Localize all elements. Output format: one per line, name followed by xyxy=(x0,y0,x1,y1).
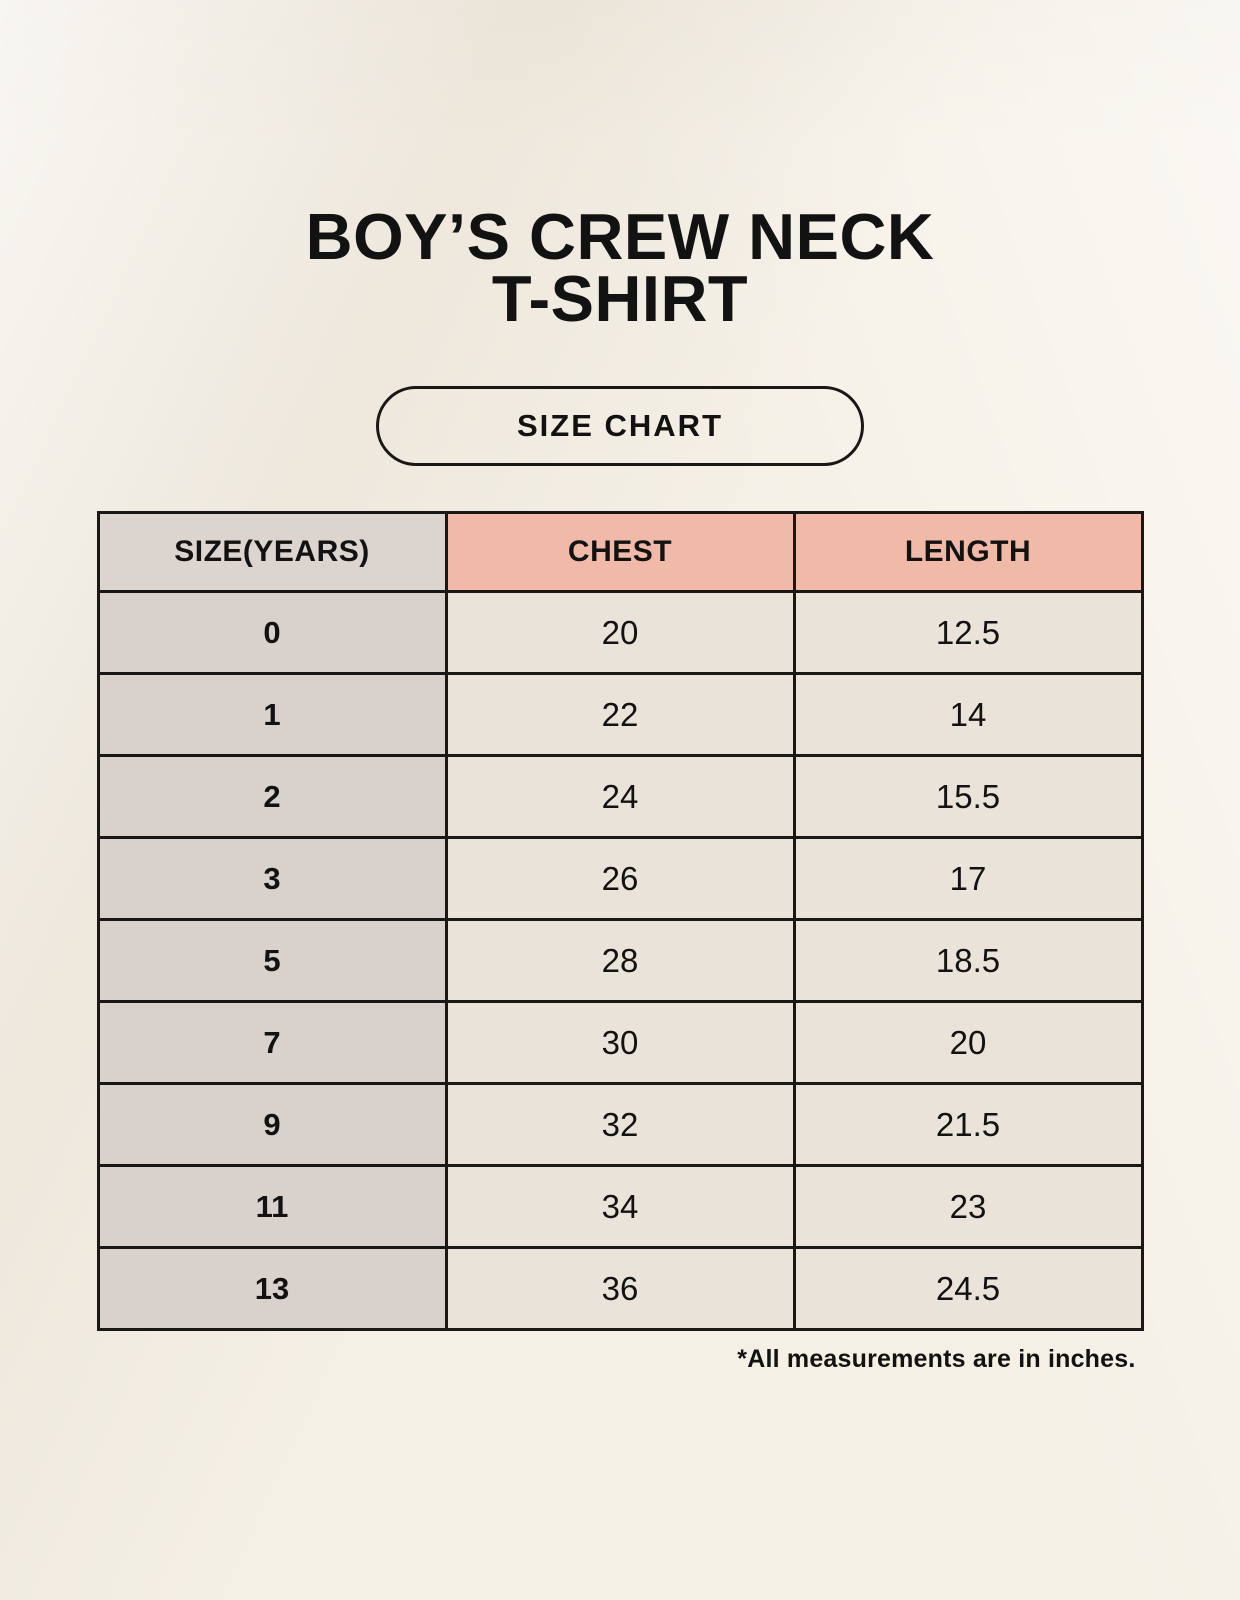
cell-chest: 26 xyxy=(444,836,796,921)
cell-size-years: 2 xyxy=(96,754,448,839)
cell-chest: 36 xyxy=(444,1246,796,1331)
cell-chest: 32 xyxy=(444,1082,796,1167)
table-row: 9 32 21.5 xyxy=(96,1082,1144,1167)
badge-row: SIZE CHART xyxy=(0,386,1240,466)
cell-size-years: 1 xyxy=(96,672,448,757)
cell-length: 24.5 xyxy=(792,1246,1144,1331)
column-header-length: LENGTH xyxy=(792,511,1144,593)
size-chart-badge-label: SIZE CHART xyxy=(517,408,723,443)
table-row: 7 30 20 xyxy=(96,1000,1144,1085)
column-header-size-years: SIZE(YEARS) xyxy=(96,511,448,593)
cell-length: 15.5 xyxy=(792,754,1144,839)
size-table: SIZE(YEARS) CHEST LENGTH 0 20 12.5 1 22 … xyxy=(96,511,1144,1331)
table-row: 1 22 14 xyxy=(96,672,1144,757)
header-row: SIZE(YEARS) CHEST LENGTH xyxy=(96,511,1144,593)
size-chart-badge[interactable]: SIZE CHART xyxy=(376,386,864,466)
cell-size-years: 7 xyxy=(96,1000,448,1085)
table-row: 5 28 18.5 xyxy=(96,918,1144,1003)
cell-length: 23 xyxy=(792,1164,1144,1249)
cell-length: 18.5 xyxy=(792,918,1144,1003)
cell-length: 20 xyxy=(792,1000,1144,1085)
cell-chest: 34 xyxy=(444,1164,796,1249)
cell-size-years: 0 xyxy=(96,590,448,675)
table-row: 3 26 17 xyxy=(96,836,1144,921)
cell-size-years: 9 xyxy=(96,1082,448,1167)
page-title-line1: BOY’S CREW NECK xyxy=(305,200,935,273)
cell-chest: 28 xyxy=(444,918,796,1003)
table-row: 11 34 23 xyxy=(96,1164,1144,1249)
cell-length: 17 xyxy=(792,836,1144,921)
cell-chest: 20 xyxy=(444,590,796,675)
cell-size-years: 3 xyxy=(96,836,448,921)
table-row: 0 20 12.5 xyxy=(96,590,1144,675)
table-row: 13 36 24.5 xyxy=(96,1246,1144,1331)
table-row: 2 24 15.5 xyxy=(96,754,1144,839)
cell-length: 14 xyxy=(792,672,1144,757)
cell-chest: 24 xyxy=(444,754,796,839)
cell-length: 21.5 xyxy=(792,1082,1144,1167)
page-title: BOY’S CREW NECK T-SHIRT xyxy=(0,0,1240,335)
page-title-line2: T-SHIRT xyxy=(491,262,749,335)
cell-size-years: 11 xyxy=(96,1164,448,1249)
cell-chest: 22 xyxy=(444,672,796,757)
cell-chest: 30 xyxy=(444,1000,796,1085)
cell-size-years: 13 xyxy=(96,1246,448,1331)
column-header-chest: CHEST xyxy=(444,511,796,593)
cell-size-years: 5 xyxy=(96,918,448,1003)
measurements-note: *All measurements are in inches. xyxy=(737,1345,1136,1373)
cell-length: 12.5 xyxy=(792,590,1144,675)
